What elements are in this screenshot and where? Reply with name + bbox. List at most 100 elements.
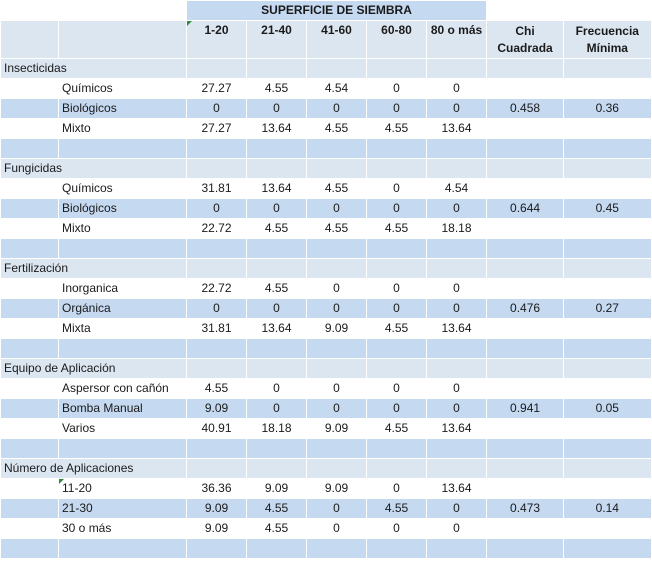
empty-cell[interactable] bbox=[246, 58, 307, 79]
empty-cell[interactable] bbox=[186, 458, 247, 479]
chi-value-cell[interactable] bbox=[486, 118, 564, 139]
empty-cell[interactable] bbox=[563, 358, 651, 379]
row-label[interactable]: 30 o más bbox=[58, 518, 187, 539]
empty-cell[interactable] bbox=[306, 258, 367, 279]
empty-cell[interactable] bbox=[366, 158, 427, 179]
value-cell[interactable]: 9.09 bbox=[186, 398, 247, 419]
empty-cell[interactable] bbox=[246, 538, 307, 558]
value-cell[interactable]: 0 bbox=[246, 398, 307, 419]
empty-cell[interactable] bbox=[0, 138, 59, 159]
empty-cell[interactable] bbox=[246, 258, 307, 279]
value-cell[interactable]: 4.55 bbox=[366, 118, 427, 139]
empty-cell[interactable] bbox=[486, 538, 564, 558]
chi-value-cell[interactable] bbox=[486, 378, 564, 399]
chi-value-cell[interactable]: 0.473 bbox=[486, 498, 564, 519]
chi-value-cell[interactable] bbox=[486, 178, 564, 199]
empty-cell[interactable] bbox=[186, 438, 247, 459]
empty-cell[interactable] bbox=[186, 258, 247, 279]
empty-cell[interactable] bbox=[486, 338, 564, 359]
section-label[interactable]: Fungicidas bbox=[0, 158, 187, 179]
value-cell[interactable]: 0 bbox=[425, 518, 487, 539]
value-cell[interactable]: 4.55 bbox=[306, 218, 367, 239]
value-cell[interactable]: 0 bbox=[425, 198, 487, 219]
row-label[interactable]: Aspersor con cañón bbox=[58, 378, 187, 399]
empty-cell[interactable] bbox=[0, 318, 59, 339]
value-cell[interactable]: 13.64 bbox=[425, 118, 487, 139]
frequency-value-cell[interactable] bbox=[563, 478, 651, 499]
empty-cell[interactable] bbox=[0, 338, 59, 359]
value-cell[interactable]: 9.09 bbox=[186, 518, 247, 539]
value-cell[interactable]: 4.55 bbox=[186, 378, 247, 399]
value-cell[interactable]: 13.64 bbox=[246, 318, 307, 339]
empty-cell[interactable] bbox=[425, 158, 487, 179]
chi-value-cell[interactable] bbox=[486, 478, 564, 499]
empty-cell[interactable] bbox=[58, 238, 187, 259]
value-cell[interactable]: 0 bbox=[246, 98, 307, 119]
value-cell[interactable]: 0 bbox=[366, 78, 427, 99]
chi-value-cell[interactable] bbox=[486, 218, 564, 239]
column-header[interactable]: 21-40 bbox=[246, 20, 307, 59]
empty-cell[interactable] bbox=[563, 158, 651, 179]
value-cell[interactable]: 9.09 bbox=[306, 478, 367, 499]
value-cell[interactable]: 0 bbox=[425, 278, 487, 299]
value-cell[interactable]: 0 bbox=[306, 278, 367, 299]
frequency-value-cell[interactable] bbox=[563, 318, 651, 339]
empty-cell[interactable] bbox=[563, 138, 651, 159]
value-cell[interactable]: 0 bbox=[246, 298, 307, 319]
frequency-value-cell[interactable] bbox=[563, 278, 651, 299]
row-label[interactable]: Mixto bbox=[58, 118, 187, 139]
empty-cell[interactable] bbox=[246, 358, 307, 379]
empty-cell[interactable] bbox=[0, 98, 59, 119]
value-cell[interactable]: 4.55 bbox=[366, 498, 427, 519]
section-label[interactable]: Fertilización bbox=[0, 258, 187, 279]
empty-cell[interactable] bbox=[58, 538, 187, 558]
empty-cell[interactable] bbox=[246, 438, 307, 459]
value-cell[interactable]: 0 bbox=[425, 78, 487, 99]
empty-cell[interactable] bbox=[306, 538, 367, 558]
empty-cell[interactable] bbox=[486, 438, 564, 459]
value-cell[interactable]: 0 bbox=[306, 378, 367, 399]
value-cell[interactable]: 0 bbox=[306, 98, 367, 119]
value-cell[interactable]: 0 bbox=[366, 298, 427, 319]
row-label[interactable]: Mixto bbox=[58, 218, 187, 239]
chi-value-cell[interactable]: 0.476 bbox=[486, 298, 564, 319]
empty-cell[interactable] bbox=[306, 458, 367, 479]
frequency-value-cell[interactable]: 0.14 bbox=[563, 498, 651, 519]
value-cell[interactable]: 0 bbox=[425, 98, 487, 119]
empty-cell[interactable] bbox=[486, 258, 564, 279]
empty-cell[interactable] bbox=[0, 418, 59, 439]
empty-cell[interactable] bbox=[486, 238, 564, 259]
empty-cell[interactable] bbox=[0, 538, 59, 558]
value-cell[interactable]: 0 bbox=[425, 498, 487, 519]
empty-cell[interactable] bbox=[58, 438, 187, 459]
empty-cell[interactable] bbox=[58, 20, 187, 59]
value-cell[interactable]: 36.36 bbox=[186, 478, 247, 499]
chi-value-cell[interactable]: 0.644 bbox=[486, 198, 564, 219]
value-cell[interactable]: 13.64 bbox=[425, 478, 487, 499]
value-cell[interactable]: 4.55 bbox=[306, 178, 367, 199]
value-cell[interactable]: 31.81 bbox=[186, 178, 247, 199]
table-title[interactable]: SUPERFICIE DE SIEMBRA bbox=[185, 0, 487, 21]
row-label[interactable]: Biológicos bbox=[58, 98, 187, 119]
empty-cell[interactable] bbox=[306, 158, 367, 179]
empty-cell[interactable] bbox=[366, 338, 427, 359]
empty-cell[interactable] bbox=[0, 498, 59, 519]
value-cell[interactable]: 0 bbox=[366, 198, 427, 219]
empty-cell[interactable] bbox=[366, 138, 427, 159]
value-cell[interactable]: 22.72 bbox=[186, 278, 247, 299]
value-cell[interactable]: 4.55 bbox=[246, 518, 307, 539]
empty-cell[interactable] bbox=[0, 298, 59, 319]
value-cell[interactable]: 27.27 bbox=[186, 78, 247, 99]
value-cell[interactable]: 31.81 bbox=[186, 318, 247, 339]
value-cell[interactable]: 13.64 bbox=[246, 118, 307, 139]
row-label[interactable]: Bomba Manual bbox=[58, 398, 187, 419]
value-cell[interactable]: 0 bbox=[186, 198, 247, 219]
frequency-value-cell[interactable]: 0.27 bbox=[563, 298, 651, 319]
empty-cell[interactable] bbox=[0, 78, 59, 99]
value-cell[interactable]: 0 bbox=[306, 518, 367, 539]
empty-cell[interactable] bbox=[186, 138, 247, 159]
frequency-value-cell[interactable] bbox=[563, 418, 651, 439]
empty-cell[interactable] bbox=[246, 338, 307, 359]
empty-cell[interactable] bbox=[0, 218, 59, 239]
empty-cell[interactable] bbox=[366, 258, 427, 279]
